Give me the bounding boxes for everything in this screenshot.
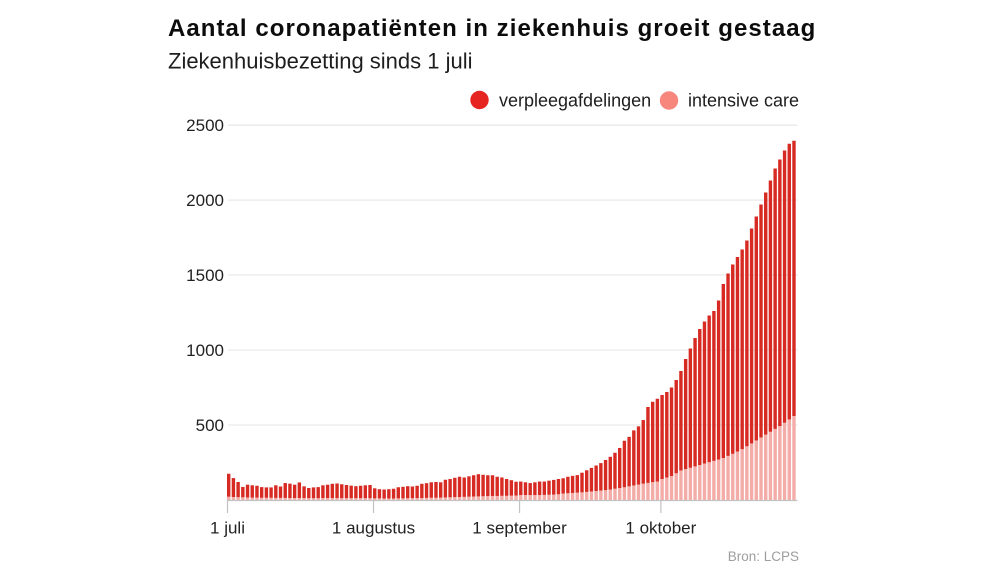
svg-text:1500: 1500 <box>186 266 224 285</box>
svg-text:verpleegafdelingen: verpleegafdelingen <box>499 91 651 111</box>
svg-text:Ziekenhuisbezetting sinds 1 ju: Ziekenhuisbezetting sinds 1 juli <box>168 49 473 74</box>
svg-text:1 oktober: 1 oktober <box>625 519 696 538</box>
svg-text:500: 500 <box>196 416 224 435</box>
svg-text:Aantal coronapatiënten in ziek: Aantal coronapatiënten in ziekenhuis gro… <box>168 15 816 42</box>
svg-text:intensive care: intensive care <box>688 91 799 111</box>
svg-text:2000: 2000 <box>186 191 224 210</box>
svg-text:2500: 2500 <box>186 116 224 135</box>
svg-text:1 augustus: 1 augustus <box>332 519 415 538</box>
svg-text:1 juli: 1 juli <box>210 519 245 538</box>
svg-text:1000: 1000 <box>186 341 224 360</box>
svg-text:1 september: 1 september <box>472 519 567 538</box>
svg-text:Bron: LCPS: Bron: LCPS <box>728 549 799 563</box>
